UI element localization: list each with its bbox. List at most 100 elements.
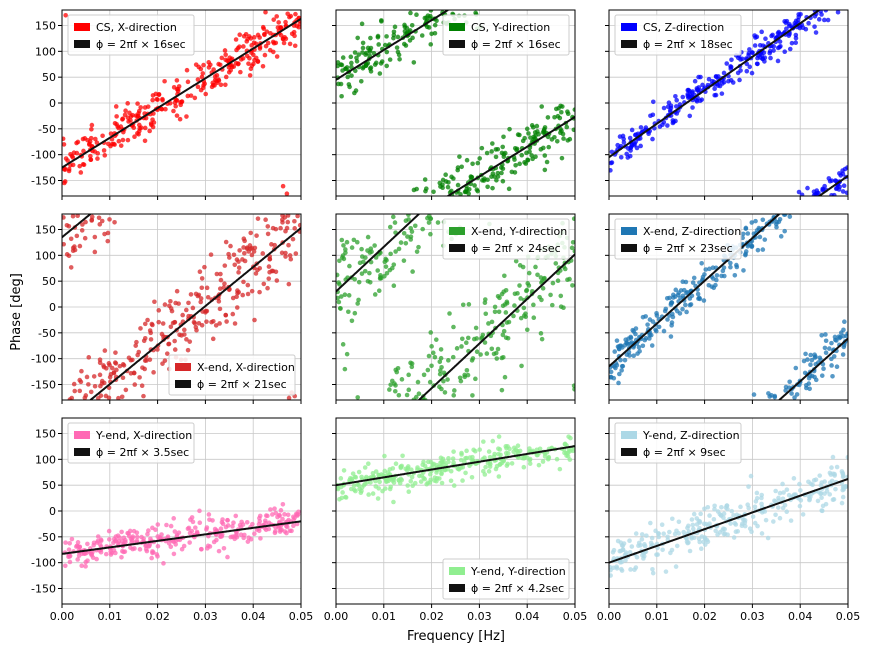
data-point <box>611 547 617 553</box>
subplot-top-center: CS, Y-direction ϕ = 2πf × 16sec <box>332 9 576 200</box>
legend-box <box>67 422 195 464</box>
data-point <box>392 220 398 225</box>
data-point <box>160 97 165 103</box>
data-point <box>728 260 733 266</box>
data-point <box>388 251 393 257</box>
data-point <box>470 356 476 361</box>
data-point <box>109 365 115 371</box>
data-point <box>238 57 244 62</box>
data-point <box>395 34 401 40</box>
data-point <box>499 460 505 466</box>
data-point <box>687 548 693 554</box>
y-tick-label: 100 <box>35 249 56 262</box>
data-point <box>373 478 378 484</box>
data-point <box>495 293 501 299</box>
data-point <box>356 52 362 57</box>
data-point <box>495 146 501 152</box>
data-point <box>720 81 725 86</box>
data-point <box>337 258 342 264</box>
data-point <box>62 179 68 184</box>
data-point <box>120 116 126 122</box>
data-point <box>502 273 507 279</box>
data-point <box>697 525 702 531</box>
data-point <box>405 234 410 239</box>
data-point <box>451 449 456 454</box>
data-point <box>431 189 436 195</box>
data-point <box>218 82 224 88</box>
data-point <box>463 470 468 476</box>
data-point <box>780 496 786 502</box>
data-point <box>67 559 73 565</box>
data-point <box>204 525 210 530</box>
data-point <box>88 389 94 395</box>
data-point <box>492 309 498 315</box>
data-point <box>174 98 180 103</box>
data-point <box>200 71 206 76</box>
data-point <box>609 369 614 375</box>
data-point <box>68 236 74 242</box>
data-point <box>437 384 442 390</box>
data-point <box>228 534 234 540</box>
data-point <box>496 451 501 457</box>
data-point <box>118 143 124 148</box>
data-point <box>116 138 122 144</box>
data-point <box>135 352 140 358</box>
data-point <box>819 332 824 338</box>
data-point <box>273 528 278 534</box>
data-point <box>571 216 575 222</box>
data-point <box>352 310 358 316</box>
data-point <box>614 338 620 343</box>
data-point <box>98 537 104 542</box>
data-point <box>546 455 551 461</box>
data-point <box>653 528 658 534</box>
data-point <box>74 233 80 239</box>
data-point <box>197 520 203 526</box>
data-point <box>171 516 177 521</box>
data-point <box>117 535 122 540</box>
data-point <box>223 52 228 58</box>
data-point <box>172 529 178 534</box>
data-point <box>387 57 393 62</box>
data-point <box>458 465 464 471</box>
y-tick-label: -50 <box>38 123 56 136</box>
data-point <box>777 490 783 496</box>
data-point <box>218 526 224 532</box>
data-point <box>173 538 179 544</box>
data-point <box>749 70 755 76</box>
data-point <box>283 254 288 259</box>
data-point <box>609 374 614 380</box>
data-point <box>561 305 566 310</box>
legend-swatch-fit <box>175 380 191 388</box>
data-point <box>265 224 271 229</box>
data-point <box>225 517 230 523</box>
data-point <box>233 513 239 519</box>
data-point <box>244 39 250 44</box>
data-point <box>252 317 257 323</box>
data-point <box>494 463 500 469</box>
data-point <box>771 48 776 53</box>
data-point <box>284 225 290 231</box>
data-point <box>500 354 506 360</box>
data-point <box>408 478 414 484</box>
data-point <box>776 29 782 35</box>
subplot-bottom-left: 0.00 0.01 0.02 0.03 0.04 0.05 -150 -100 -50 0 50 10… <box>31 417 313 623</box>
data-point <box>687 296 693 301</box>
legend-box <box>614 14 742 56</box>
data-point <box>762 509 768 514</box>
data-point <box>241 44 246 49</box>
data-point <box>137 126 143 131</box>
data-point <box>812 13 818 19</box>
data-point <box>88 153 93 159</box>
data-point <box>409 23 415 28</box>
data-point <box>470 393 475 398</box>
data-point <box>88 157 94 162</box>
data-point <box>384 49 390 55</box>
data-point <box>792 395 797 400</box>
data-point <box>377 71 383 76</box>
data-point <box>471 447 476 453</box>
data-point <box>494 177 499 183</box>
y-tick-label: -50 <box>38 531 56 544</box>
data-point <box>687 302 693 308</box>
data-point <box>255 59 261 65</box>
